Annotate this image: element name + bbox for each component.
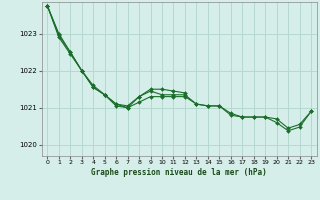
X-axis label: Graphe pression niveau de la mer (hPa): Graphe pression niveau de la mer (hPa) xyxy=(91,168,267,177)
